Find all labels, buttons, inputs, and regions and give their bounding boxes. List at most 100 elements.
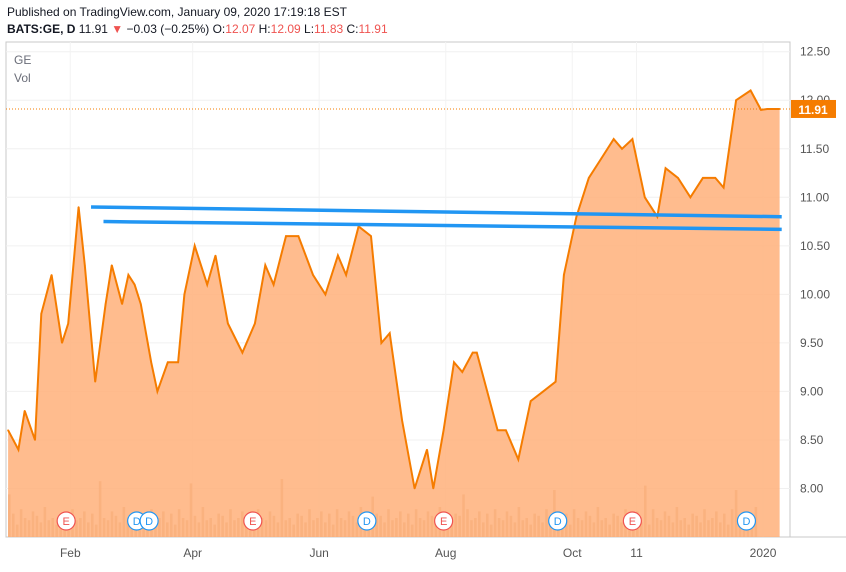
last-price-badge: 11.91: [791, 99, 836, 118]
event-label: D: [742, 516, 750, 528]
earnings-marker[interactable]: E: [622, 511, 642, 531]
price-point: [264, 264, 267, 267]
low-value: 11.83: [314, 22, 344, 36]
legend-volume: Vol: [14, 71, 31, 85]
price-point: [324, 293, 327, 296]
earnings-marker[interactable]: E: [243, 511, 263, 531]
x-axis[interactable]: Feb Apr Jun Aug Oct 11 2020: [60, 546, 777, 560]
price-point: [17, 448, 20, 451]
price-point: [388, 332, 391, 334]
price-point: [23, 410, 26, 412]
event-label: D: [133, 516, 141, 528]
y-tick-label: 10.00: [800, 287, 830, 301]
dividend-marker[interactable]: D: [139, 511, 159, 531]
price-point: [254, 322, 256, 325]
y-tick-label: 8.00: [800, 481, 824, 495]
x-tick-label: Aug: [435, 546, 456, 560]
price-point: [241, 351, 244, 354]
price-point: [432, 487, 435, 490]
price-point: [735, 99, 737, 102]
price-point: [600, 157, 603, 160]
price-point: [760, 109, 762, 111]
price-point: [529, 400, 532, 402]
price-point: [766, 108, 768, 110]
price-point: [84, 264, 86, 267]
price-point: [380, 342, 383, 344]
price-point: [554, 380, 557, 383]
earnings-marker[interactable]: E: [56, 511, 76, 531]
published-timestamp: Published on TradingView.com, January 09…: [7, 5, 348, 19]
price-point: [40, 312, 43, 315]
price-point: [749, 89, 752, 92]
y-tick-label: 12.50: [800, 45, 830, 59]
price-point: [272, 283, 275, 286]
price-point: [140, 303, 142, 305]
price-point: [7, 429, 9, 432]
x-tick-label: Apr: [183, 546, 202, 560]
price-point: [193, 245, 196, 247]
price-point: [664, 167, 667, 169]
price-point: [413, 487, 416, 490]
price-point: [563, 274, 565, 276]
price-point: [206, 283, 208, 286]
price-point: [588, 177, 590, 179]
price-point: [401, 419, 403, 422]
price-point: [461, 371, 464, 373]
event-label: D: [363, 516, 371, 528]
event-circle: [139, 511, 159, 531]
price-point: [644, 196, 646, 199]
price-point: [542, 390, 544, 393]
y-tick-label: 9.50: [800, 336, 824, 350]
price-point: [297, 235, 300, 237]
price-point: [714, 177, 717, 179]
trendlines[interactable]: [91, 205, 782, 232]
price-point: [285, 235, 287, 237]
dividend-marker[interactable]: D: [736, 511, 757, 531]
price-point: [127, 274, 130, 276]
event-circle: [548, 511, 568, 531]
price-point: [183, 293, 186, 296]
x-tick-label: 11: [630, 546, 643, 560]
high-value: 12.09: [270, 22, 301, 36]
event-circle: [243, 511, 263, 531]
price-point: [442, 429, 445, 432]
price-point: [156, 390, 159, 393]
high-label: H:: [258, 22, 271, 36]
price-point: [133, 283, 136, 286]
price-point: [702, 177, 704, 179]
price-point: [77, 206, 80, 208]
event-circle: [357, 511, 377, 531]
price-point: [486, 390, 488, 393]
y-tick-label: 11.00: [800, 190, 829, 204]
price-point: [61, 342, 63, 344]
last-price-value: 11.91: [78, 22, 108, 36]
price-point: [677, 177, 679, 179]
last-price-badge-text: 11.91: [798, 103, 828, 117]
y-axis[interactable]: 12.5012.0011.5011.0010.5010.009.509.008.…: [800, 45, 830, 496]
price-point: [689, 196, 692, 199]
price-point: [575, 215, 578, 218]
event-circle: [622, 511, 642, 531]
ticker-label: BATS:GE, D: [7, 22, 76, 36]
open-label: O:: [212, 22, 226, 36]
dividend-marker[interactable]: D: [548, 511, 568, 531]
price-point: [177, 361, 179, 364]
earnings-marker[interactable]: E: [434, 511, 454, 531]
event-circle: [736, 511, 757, 531]
dividend-marker[interactable]: D: [357, 511, 377, 531]
last-price-badge-box: [791, 99, 836, 118]
change-value: −0.03 (−0.25%): [126, 22, 210, 36]
price-point: [166, 361, 169, 364]
legend-symbol: GE: [14, 53, 31, 67]
price-point: [227, 322, 229, 325]
price-point: [214, 254, 217, 257]
y-tick-label: 11.50: [800, 142, 829, 156]
event-label: D: [145, 516, 153, 528]
price-point: [505, 429, 507, 432]
event-label: E: [440, 516, 447, 528]
y-tick-label: 8.50: [800, 433, 824, 447]
price-point: [94, 380, 96, 383]
price-point: [722, 186, 725, 189]
